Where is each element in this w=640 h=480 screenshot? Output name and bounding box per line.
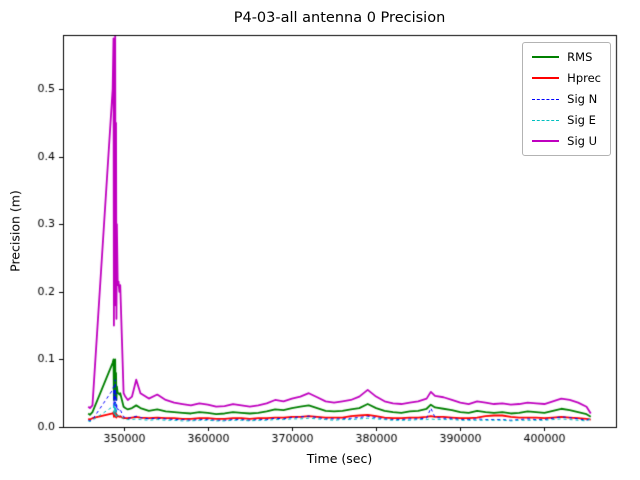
x-axis-label: Time (sec) [306,451,373,466]
legend-item: Sig N [532,92,601,106]
chart-title: P4-03-all antenna 0 Precision [233,10,446,26]
legend-line-sample [532,140,560,142]
legend-line-sample [532,119,560,121]
legend-item: RMS [532,50,601,64]
legend-label: RMS [567,50,593,64]
legend-item: Sig E [532,113,601,127]
legend-label: Hprec [567,71,601,85]
legend-line-sample [532,98,560,100]
legend: RMS Hprec Sig N Sig E Sig U [522,42,611,156]
legend-label: Sig E [567,113,596,127]
legend-line-sample [532,77,560,79]
legend-item: Sig U [532,134,601,148]
y-axis-label: Precision (m) [7,190,23,272]
legend-item: Hprec [532,71,601,85]
legend-line-sample [532,56,560,58]
legend-label: Sig N [567,92,598,106]
legend-label: Sig U [567,134,598,148]
